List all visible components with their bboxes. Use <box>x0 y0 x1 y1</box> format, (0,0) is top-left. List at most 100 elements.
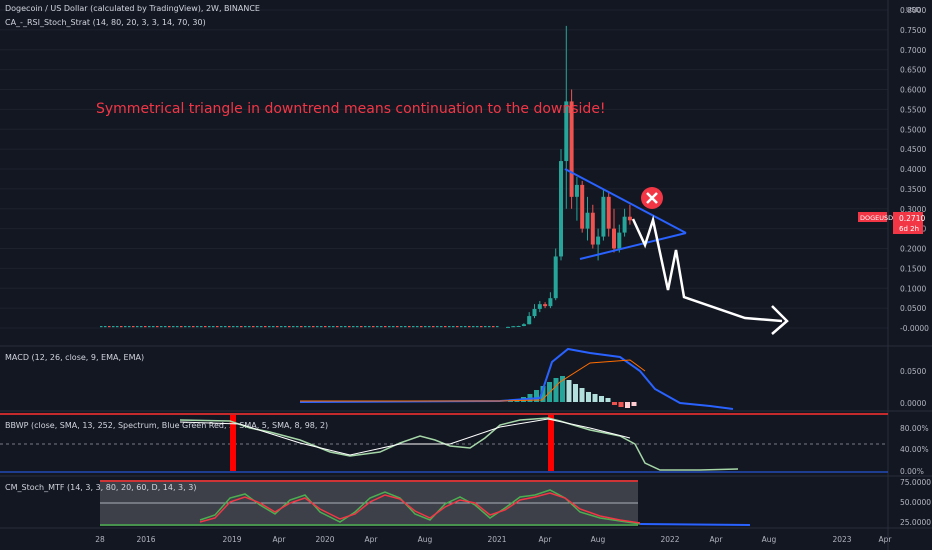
history-candle <box>400 326 403 328</box>
history-candle <box>384 326 387 328</box>
stoch-tick: 50.0000 <box>900 498 931 507</box>
history-candle <box>276 326 279 328</box>
candle <box>612 208 616 253</box>
bbwp-pane[interactable]: BBWP (close, SMA, 13, 252, Spectrum, Blu… <box>0 413 929 476</box>
chart-grid <box>0 9 888 329</box>
macd-bar <box>553 378 559 402</box>
price-tick: 0.4000 <box>900 165 926 174</box>
price-tick: 0.6000 <box>900 86 926 95</box>
candle <box>521 323 526 327</box>
history-candle <box>492 326 495 328</box>
history-candle <box>320 326 323 328</box>
history-candle <box>256 326 259 328</box>
macd-bar <box>631 402 637 406</box>
history-candle <box>104 326 107 328</box>
macd-bar <box>586 392 591 402</box>
history-candle <box>396 326 399 328</box>
history-candle <box>160 326 163 328</box>
symmetrical-triangle[interactable] <box>564 168 687 260</box>
history-candle <box>128 326 131 328</box>
history-candle <box>208 326 211 328</box>
price-tick: 0.3000 <box>900 205 926 214</box>
history-candle <box>388 326 391 328</box>
time-label: Apr <box>539 535 553 544</box>
last-price-label[interactable]: DOGEUSD 0.2710 6d 2h <box>858 212 925 234</box>
time-label: Apr <box>365 535 379 544</box>
history-candle <box>268 326 271 328</box>
history-candle <box>456 326 459 328</box>
history-candle <box>156 326 159 328</box>
price-axis[interactable]: 0.8000 0.7500 0.7000 0.6500 0.6000 0.5500 0.50… <box>900 6 929 333</box>
history-candle <box>264 326 267 328</box>
history-candle <box>460 326 463 328</box>
candle <box>601 188 606 241</box>
history-candle <box>420 326 423 328</box>
bbwp-ma-line <box>179 418 631 456</box>
history-candle <box>260 326 263 328</box>
time-label: 2020 <box>315 535 334 544</box>
history-candle <box>312 326 315 328</box>
candle <box>548 292 553 309</box>
history-candle <box>224 326 227 328</box>
history-candle <box>216 326 219 328</box>
macd-label: MACD (12, 26, close, 9, EMA, EMA) <box>5 353 144 362</box>
history-candle <box>300 326 303 328</box>
history-candle <box>148 326 151 328</box>
history-candle <box>364 326 367 328</box>
stoch-label: CM_Stoch_MTF (14, 3, 3, 80, 20, 60, D, 1… <box>5 483 196 492</box>
last-price-symbol: DOGEUSD <box>860 214 893 222</box>
history-candle <box>108 326 111 328</box>
history-candle <box>376 326 379 328</box>
history-candle <box>448 326 451 328</box>
history-candle <box>196 326 199 328</box>
history-candle <box>280 326 283 328</box>
history-candle <box>412 326 415 328</box>
time-label: Aug <box>762 535 777 544</box>
macd-line <box>299 347 734 410</box>
history-candle <box>444 326 447 328</box>
history-candle <box>372 326 375 328</box>
candle <box>511 326 516 328</box>
macd-pane[interactable]: MACD (12, 26, close, 9, EMA, EMA) 0.0500… <box>5 347 926 410</box>
history-candle <box>164 326 167 328</box>
projection-arrow[interactable] <box>631 215 789 335</box>
candle <box>569 89 574 209</box>
stoch-pane[interactable]: CM_Stoch_MTF (14, 3, 3, 80, 20, 60, D, 1… <box>5 478 931 527</box>
history-candle <box>436 326 439 328</box>
macd-bar <box>605 398 611 402</box>
bbwp-tick: 0.00% <box>900 467 924 476</box>
history-candle <box>204 326 207 328</box>
candle <box>553 248 558 301</box>
history-candle <box>284 326 287 328</box>
price-tick: 0.4500 <box>900 145 926 154</box>
history-candle <box>428 326 431 328</box>
time-label: Apr <box>879 535 893 544</box>
time-label: 2022 <box>660 535 679 544</box>
bbwp-marker <box>230 415 236 471</box>
chart-annotation: Symmetrical triangle in downtrend means … <box>96 101 606 117</box>
history-candle <box>324 326 327 328</box>
history-candle <box>176 326 179 328</box>
history-candle <box>184 326 187 328</box>
history-candle <box>404 326 407 328</box>
bbwp-marker <box>548 415 554 471</box>
time-label: Apr <box>710 535 724 544</box>
history-candle <box>356 326 359 328</box>
symbol-title[interactable]: Dogecoin / US Dollar (calculated by Trad… <box>5 4 260 13</box>
history-candle <box>116 326 119 328</box>
price-tick: 0.5500 <box>900 105 926 114</box>
candle <box>559 149 563 261</box>
candle <box>543 302 548 309</box>
history-candle <box>248 326 251 328</box>
price-tick: 0.8000 <box>900 6 926 15</box>
history-candle <box>392 326 395 328</box>
candle <box>622 208 627 237</box>
history-candle <box>220 326 223 328</box>
history-candle <box>120 326 123 328</box>
time-axis[interactable]: 28 2016 2019 Apr 2020 Apr Aug 2021 Apr Aug 2022 Apr… <box>95 535 892 544</box>
price-tick: 0.2000 <box>900 245 926 254</box>
strategy-label[interactable]: CA_-_RSI_Stoch_Strat (14, 80, 20, 3, 3, … <box>5 18 206 27</box>
candle <box>627 204 632 225</box>
history-candle <box>228 326 231 328</box>
